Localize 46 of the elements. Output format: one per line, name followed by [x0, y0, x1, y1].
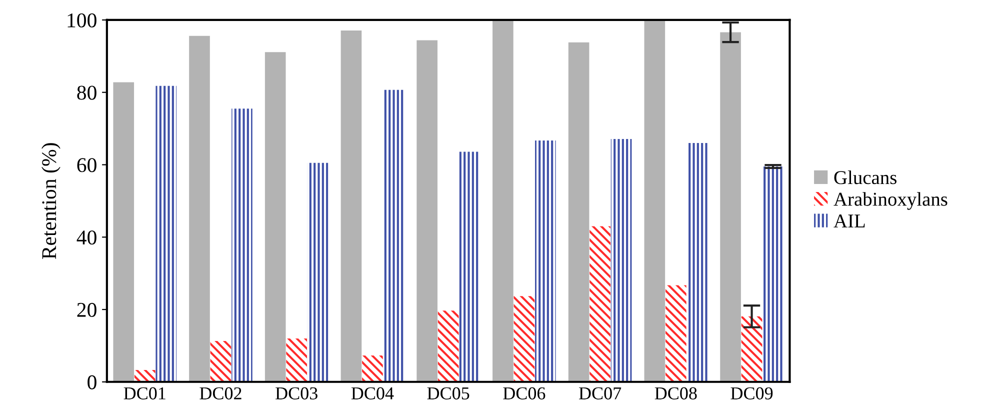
- bar: [590, 226, 610, 382]
- x-tick-label: DC05: [427, 387, 470, 400]
- bar: [492, 20, 514, 382]
- bar: [762, 166, 784, 382]
- bar: [340, 30, 362, 382]
- y-tick-label: 60: [77, 158, 96, 172]
- bar: [535, 140, 556, 382]
- bar: [286, 338, 307, 382]
- bar: [134, 370, 156, 382]
- x-tick-label: DC01: [124, 387, 166, 400]
- legend-label: Glucans: [834, 170, 896, 184]
- bar: [741, 316, 762, 382]
- legend-label: AIL: [834, 214, 865, 228]
- x-tick-label: DC08: [654, 387, 697, 400]
- x-tick-label: DC04: [351, 387, 394, 400]
- bar: [720, 32, 741, 382]
- x-tick-label: DC02: [200, 387, 242, 400]
- x-tick-label: DC03: [276, 387, 318, 400]
- bar: [210, 340, 232, 382]
- bar: [264, 52, 286, 382]
- bar: [686, 143, 708, 382]
- y-tick-label: 0: [88, 375, 96, 390]
- y-axis-title: Retention (%): [42, 143, 60, 260]
- bar: [610, 139, 632, 382]
- bar: [568, 42, 590, 382]
- bar: [189, 36, 210, 382]
- bar: [113, 82, 134, 382]
- bar: [666, 285, 686, 382]
- bar: [307, 162, 328, 382]
- x-tick-label: DC07: [578, 387, 622, 400]
- bar: [459, 152, 480, 382]
- bar: [514, 296, 535, 382]
- y-tick-label: 80: [77, 86, 96, 100]
- bar: [383, 90, 404, 382]
- legend-label: Arabinoxylans: [834, 192, 948, 210]
- y-tick-label: 20: [77, 302, 96, 317]
- x-tick-label: DC06: [503, 387, 546, 400]
- bar: [438, 310, 459, 382]
- y-tick-label: 100: [68, 13, 96, 28]
- bar: [644, 20, 666, 382]
- y-tick-label: 40: [76, 230, 96, 245]
- bar: [416, 40, 438, 382]
- bar: [232, 108, 252, 382]
- bar: [156, 86, 177, 382]
- x-tick-label: DC09: [730, 387, 773, 400]
- bar: [362, 355, 383, 382]
